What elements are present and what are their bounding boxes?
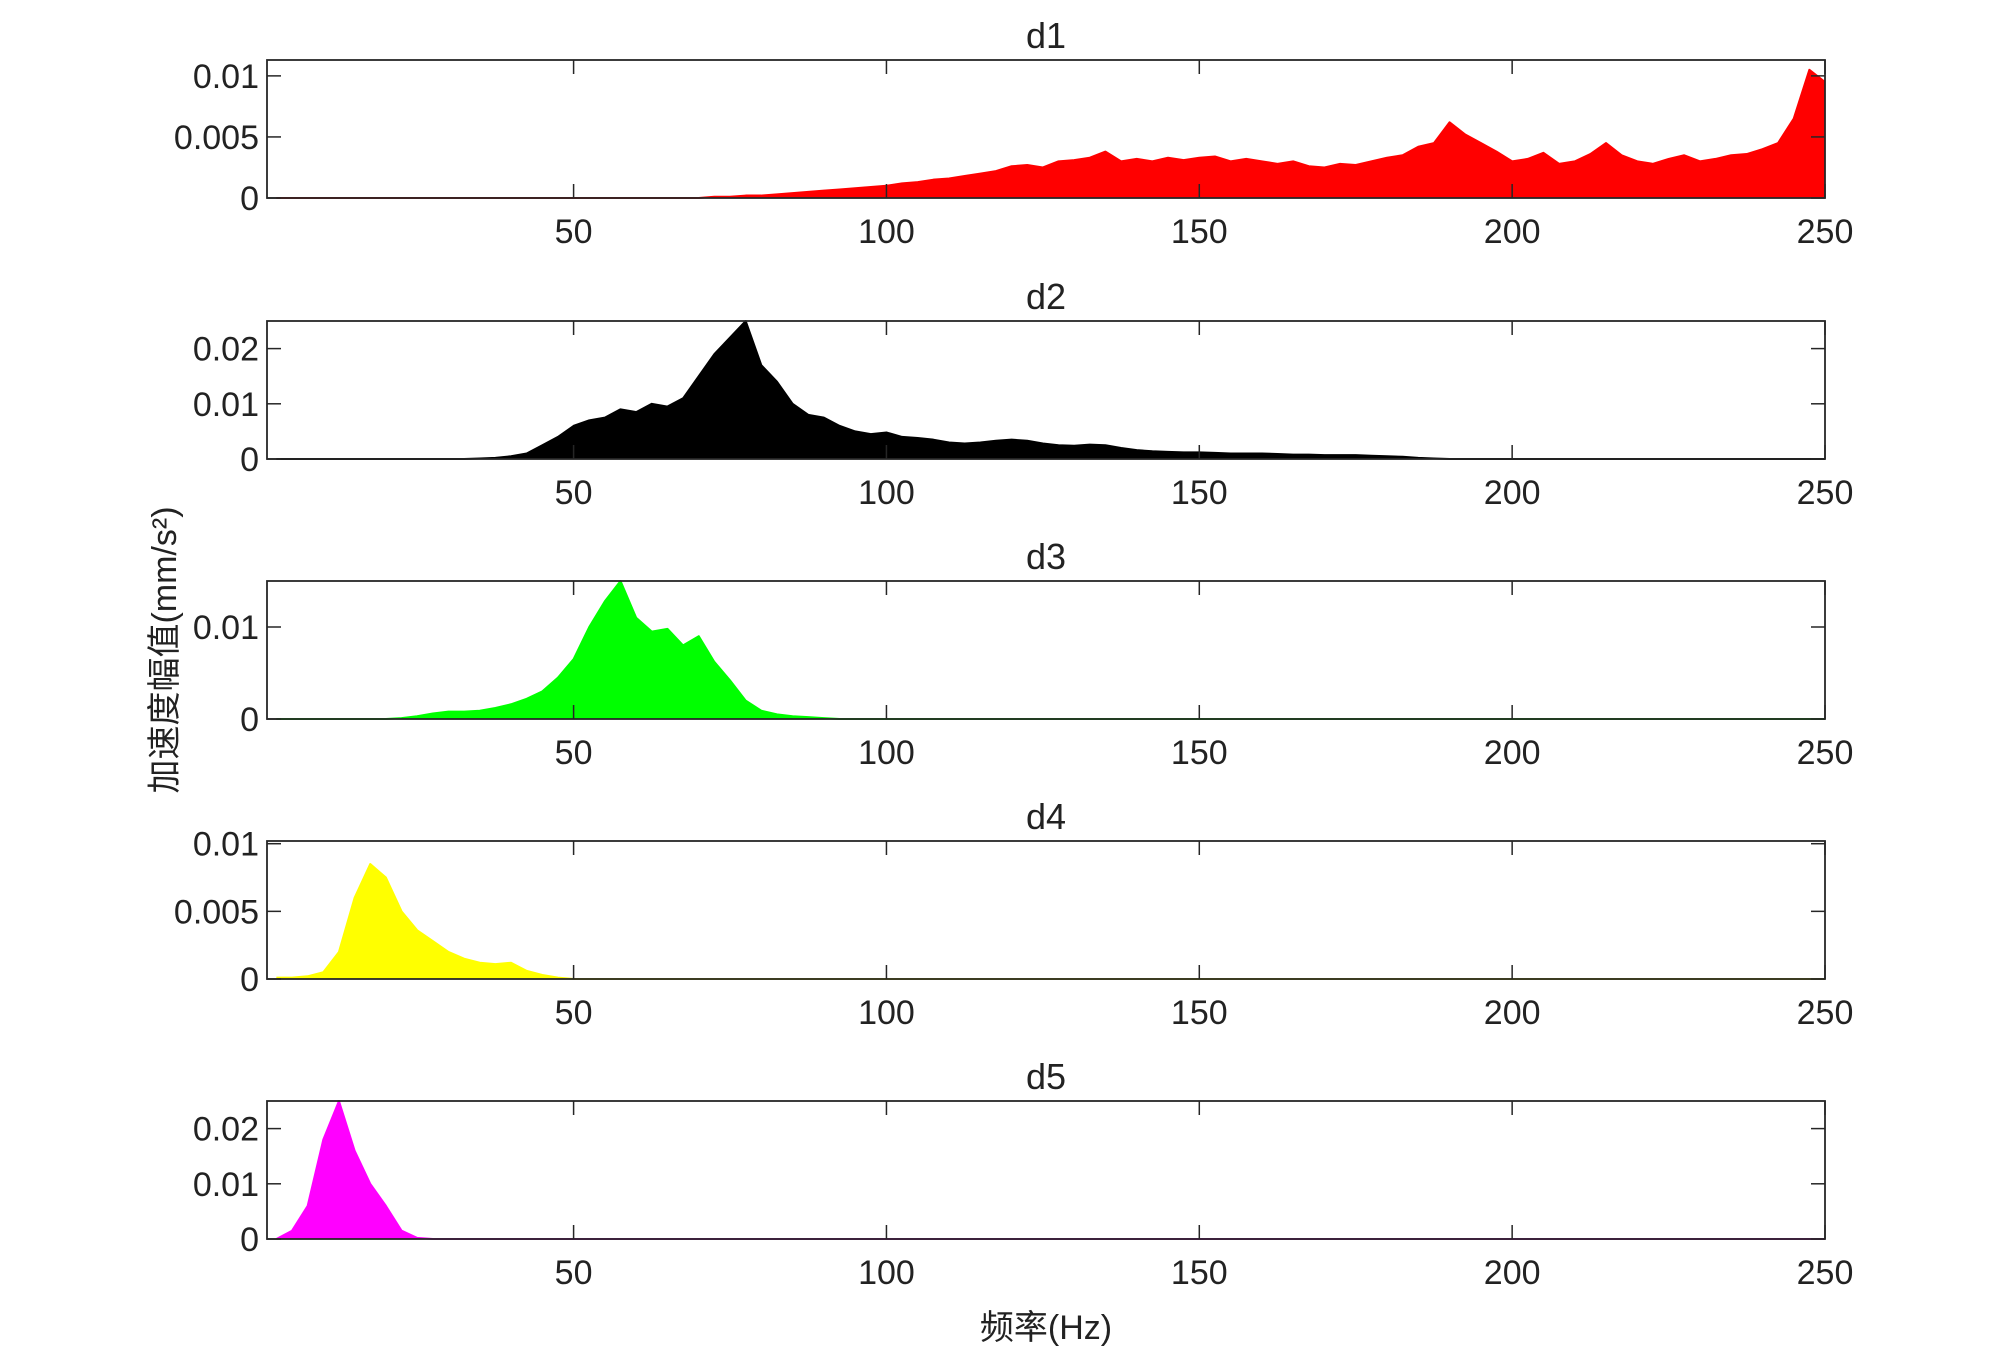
- area-fill: [276, 321, 1825, 459]
- x-tick-label: 200: [1484, 213, 1541, 251]
- plot-background: [267, 321, 1825, 459]
- axes-box: [266, 59, 1826, 199]
- area-fill: [276, 69, 1825, 199]
- x-tick-label: 150: [1171, 474, 1228, 512]
- x-tick-label: 50: [555, 213, 593, 251]
- plot-background: [267, 581, 1825, 719]
- subplot-title: d1: [1026, 15, 1066, 56]
- y-tick-label: 0: [240, 441, 259, 479]
- x-tick-label: 100: [858, 1254, 915, 1292]
- axes-box: [266, 320, 1826, 460]
- x-tick-label: 50: [555, 994, 593, 1032]
- axes-box: [266, 1100, 1826, 1240]
- plot-background: [267, 1101, 1825, 1239]
- x-tick-label: 50: [555, 474, 593, 512]
- y-tick-label: 0: [240, 701, 259, 739]
- x-tick-label: 100: [858, 213, 915, 251]
- x-tick-label: 200: [1484, 734, 1541, 772]
- x-tick-label: 100: [858, 994, 915, 1032]
- x-tick-label: 100: [858, 474, 915, 512]
- x-tick-label: 250: [1797, 994, 1854, 1032]
- x-tick-label: 150: [1171, 213, 1228, 251]
- y-tick-label: 0.01: [193, 58, 259, 96]
- x-tick-label: 50: [555, 734, 593, 772]
- x-axis-label: 频率(Hz): [980, 1309, 1112, 1347]
- y-tick-label: 0.01: [193, 826, 259, 864]
- subplot-title: d3: [1026, 536, 1066, 577]
- axes-box: [266, 840, 1826, 980]
- plot-background: [267, 841, 1825, 979]
- x-tick-label: 200: [1484, 1254, 1541, 1292]
- subplot-title: d2: [1026, 276, 1066, 317]
- y-axis-label: 加速度幅值(mm/s²): [146, 506, 184, 793]
- y-tick-label: 0.005: [174, 893, 259, 931]
- x-tick-label: 200: [1484, 994, 1541, 1032]
- x-tick-label: 150: [1171, 1254, 1228, 1292]
- y-tick-label: 0.005: [174, 119, 259, 157]
- x-tick-label: 100: [858, 734, 915, 772]
- x-tick-label: 250: [1797, 474, 1854, 512]
- y-tick-label: 0.02: [193, 331, 259, 369]
- y-tick-label: 0: [240, 180, 259, 218]
- y-tick-label: 0.02: [193, 1111, 259, 1149]
- y-tick-label: 0.01: [193, 386, 259, 424]
- y-tick-label: 0: [240, 961, 259, 999]
- x-tick-label: 250: [1797, 1254, 1854, 1292]
- subplot-title: d4: [1026, 796, 1066, 837]
- y-tick-label: 0.01: [193, 1166, 259, 1204]
- x-tick-label: 150: [1171, 994, 1228, 1032]
- axes-box: [266, 580, 1826, 720]
- x-tick-label: 200: [1484, 474, 1541, 512]
- y-tick-label: 0.01: [193, 609, 259, 647]
- area-fill: [276, 581, 1825, 719]
- x-tick-label: 50: [555, 1254, 593, 1292]
- x-tick-label: 150: [1171, 734, 1228, 772]
- area-fill: [276, 864, 1825, 979]
- subplot-title: d5: [1026, 1056, 1066, 1097]
- y-tick-label: 0: [240, 1221, 259, 1259]
- x-tick-label: 250: [1797, 734, 1854, 772]
- x-tick-label: 250: [1797, 213, 1854, 251]
